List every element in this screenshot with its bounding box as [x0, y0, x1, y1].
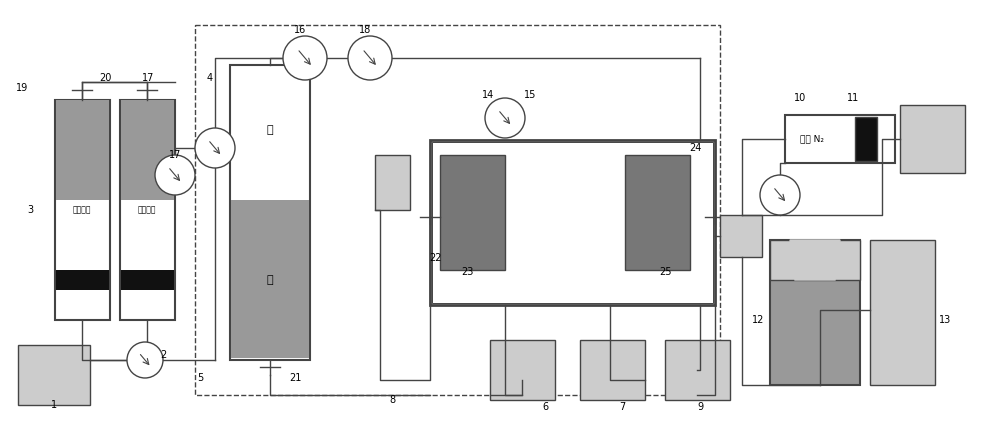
Bar — [855, 117, 877, 161]
Bar — [900, 105, 965, 173]
Text: 3: 3 — [27, 205, 33, 215]
Text: 14: 14 — [482, 90, 494, 100]
Bar — [770, 240, 860, 385]
Circle shape — [195, 128, 235, 168]
Text: 10: 10 — [794, 93, 806, 103]
Text: 18: 18 — [359, 25, 371, 35]
Text: 20: 20 — [99, 73, 111, 83]
Bar — [785, 115, 895, 163]
Bar — [121, 100, 174, 200]
Bar — [440, 155, 505, 270]
Text: 17: 17 — [142, 73, 154, 83]
Text: 高压气样: 高压气样 — [138, 205, 156, 215]
Bar — [625, 155, 690, 270]
Text: 8: 8 — [389, 395, 395, 405]
Bar — [430, 140, 715, 305]
Text: 16: 16 — [294, 25, 306, 35]
Text: 高压 N₂: 高压 N₂ — [800, 135, 824, 144]
Text: 19: 19 — [16, 83, 28, 93]
Bar — [720, 215, 762, 257]
Bar — [195, 25, 720, 395]
Text: 15: 15 — [524, 90, 536, 100]
Bar — [230, 65, 310, 360]
Bar — [580, 340, 645, 400]
Bar — [56, 100, 109, 200]
Text: 12: 12 — [752, 315, 764, 325]
Circle shape — [155, 155, 195, 195]
Text: 13: 13 — [939, 315, 951, 325]
Bar — [56, 270, 109, 290]
Circle shape — [127, 342, 163, 378]
Text: 7: 7 — [619, 402, 625, 412]
Circle shape — [760, 175, 800, 215]
Bar — [375, 155, 410, 210]
Text: 22: 22 — [429, 253, 441, 263]
Bar — [231, 200, 309, 358]
Text: 23: 23 — [461, 267, 473, 277]
Bar — [665, 340, 730, 400]
Bar — [18, 345, 90, 405]
Text: 17: 17 — [169, 150, 181, 160]
Text: 高压水样: 高压水样 — [73, 205, 91, 215]
Text: 2: 2 — [160, 350, 166, 360]
Bar — [55, 100, 110, 320]
Bar — [121, 270, 174, 290]
Polygon shape — [790, 240, 840, 280]
Text: 5: 5 — [197, 373, 203, 383]
Text: 4: 4 — [207, 73, 213, 83]
Text: 11: 11 — [847, 93, 859, 103]
Text: 1: 1 — [51, 400, 57, 410]
Circle shape — [485, 98, 525, 138]
Text: 24: 24 — [689, 143, 701, 153]
Text: 气: 气 — [267, 125, 273, 135]
Circle shape — [348, 36, 392, 80]
Circle shape — [283, 36, 327, 80]
Bar — [120, 100, 175, 320]
Bar — [870, 240, 935, 385]
Text: 水: 水 — [267, 275, 273, 285]
Text: 6: 6 — [542, 402, 548, 412]
Bar — [770, 240, 860, 280]
Bar — [432, 142, 713, 303]
Text: 9: 9 — [697, 402, 703, 412]
Bar — [490, 340, 555, 400]
Text: 21: 21 — [289, 373, 301, 383]
Text: 25: 25 — [659, 267, 671, 277]
